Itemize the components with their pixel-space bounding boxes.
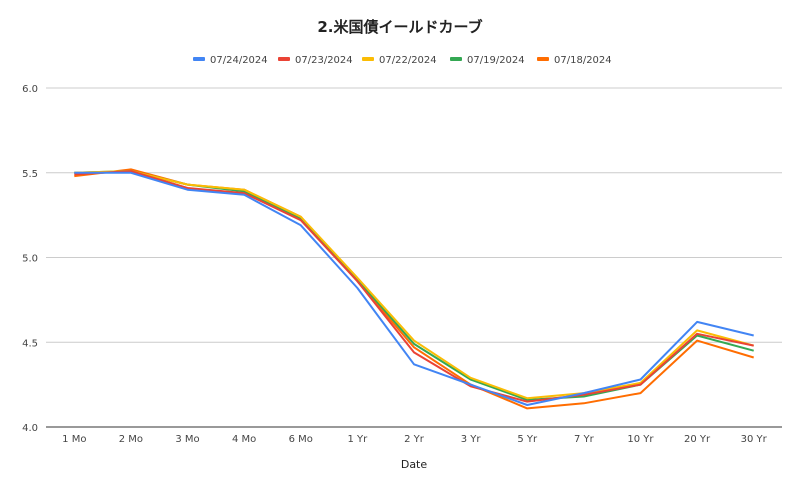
legend-swatch xyxy=(450,57,462,61)
legend: 07/24/2024 07/23/2024 07/22/2024 07/19/2024… xyxy=(193,55,612,66)
y-tick-label: 4.5 xyxy=(22,338,38,349)
x-tick-label: 6 Mo xyxy=(289,434,313,445)
legend-label: 07/19/2024 xyxy=(467,55,525,66)
series-line xyxy=(74,170,754,401)
legend-swatch xyxy=(362,57,374,61)
y-tick-label: 5.0 xyxy=(22,254,38,265)
x-tick-label: 1 Mo xyxy=(62,434,86,445)
x-tick-label: 3 Mo xyxy=(175,434,199,445)
x-axis-label: Date xyxy=(401,458,428,471)
series-line xyxy=(74,170,754,400)
x-axis: 1 Mo 2 Mo 3 Mo 4 Mo 6 Mo 1 Yr 2 Yr 3 Yr 5 Yr 7 Yr… xyxy=(62,434,767,445)
x-tick-label: 2 Mo xyxy=(119,434,143,445)
legend-swatch xyxy=(537,57,549,61)
y-tick-label: 5.5 xyxy=(22,169,38,180)
x-tick-label: 7 Yr xyxy=(574,434,595,445)
legend-label: 07/18/2024 xyxy=(554,55,612,66)
legend-swatch xyxy=(193,57,205,61)
x-tick-label: 3 Yr xyxy=(461,434,482,445)
chart-title: 2.米国債イールドカーブ xyxy=(317,18,482,36)
gridlines xyxy=(46,87,782,428)
y-axis: 4.0 4.5 5.0 5.5 6.0 xyxy=(22,84,38,434)
x-tick-label: 5 Yr xyxy=(517,434,538,445)
x-tick-label: 20 Yr xyxy=(684,434,711,445)
legend-swatch xyxy=(278,57,290,61)
legend-label: 07/22/2024 xyxy=(379,55,437,66)
series-lines xyxy=(74,168,754,410)
series-line xyxy=(74,171,754,406)
y-tick-label: 6.0 xyxy=(22,84,38,95)
y-tick-label: 4.0 xyxy=(22,423,38,434)
x-tick-label: 30 Yr xyxy=(741,434,768,445)
legend-label: 07/23/2024 xyxy=(295,55,353,66)
x-tick-label: 2 Yr xyxy=(404,434,425,445)
legend-label: 07/24/2024 xyxy=(210,55,268,66)
x-tick-label: 4 Mo xyxy=(232,434,256,445)
x-tick-label: 1 Yr xyxy=(348,434,369,445)
series-line xyxy=(74,170,754,403)
x-tick-label: 10 Yr xyxy=(627,434,654,445)
